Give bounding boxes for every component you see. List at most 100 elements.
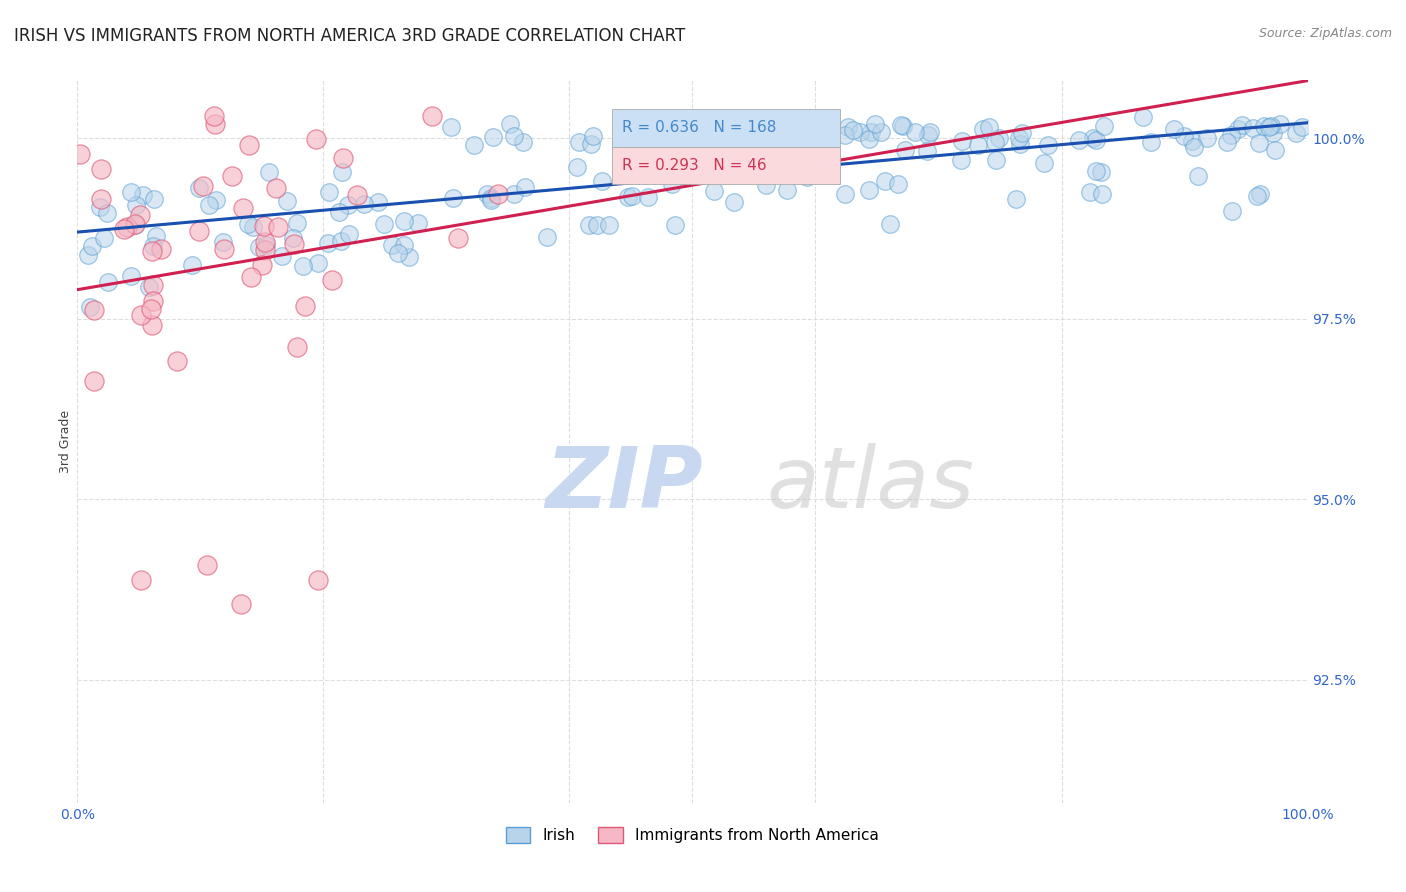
Point bbox=[83, 303, 105, 318]
Point bbox=[242, 220, 264, 235]
Point bbox=[149, 242, 172, 256]
Point bbox=[441, 191, 464, 205]
Point bbox=[915, 145, 938, 159]
Point bbox=[664, 218, 686, 232]
Point bbox=[1261, 126, 1284, 140]
Point bbox=[247, 240, 270, 254]
Point bbox=[1008, 137, 1031, 152]
Point bbox=[479, 193, 502, 207]
Point bbox=[620, 189, 643, 203]
Point bbox=[142, 277, 165, 292]
Point bbox=[1005, 192, 1028, 206]
Point bbox=[776, 183, 799, 197]
Point bbox=[949, 153, 972, 168]
Point bbox=[1011, 126, 1033, 140]
Point bbox=[197, 198, 219, 212]
Point bbox=[1083, 131, 1105, 145]
Point bbox=[305, 132, 328, 146]
Point bbox=[336, 198, 359, 212]
Point bbox=[79, 300, 101, 314]
Point bbox=[337, 227, 360, 241]
Point bbox=[1230, 118, 1253, 132]
Text: R = 0.636   N = 168: R = 0.636 N = 168 bbox=[623, 120, 776, 135]
Point bbox=[398, 250, 420, 264]
Point bbox=[90, 162, 112, 177]
Point bbox=[661, 177, 683, 191]
Point bbox=[420, 109, 443, 123]
Point bbox=[863, 117, 886, 131]
Point bbox=[330, 234, 353, 248]
Point bbox=[142, 293, 165, 308]
FancyBboxPatch shape bbox=[613, 147, 841, 185]
Point bbox=[707, 161, 730, 176]
Point bbox=[1078, 186, 1101, 200]
Point bbox=[89, 201, 111, 215]
Point bbox=[890, 118, 912, 132]
Point bbox=[690, 160, 713, 174]
Point bbox=[761, 130, 783, 145]
Point bbox=[503, 187, 526, 202]
Text: Source: ZipAtlas.com: Source: ZipAtlas.com bbox=[1258, 27, 1392, 40]
Point bbox=[870, 125, 893, 139]
Text: IRISH VS IMMIGRANTS FROM NORTH AMERICA 3RD GRADE CORRELATION CHART: IRISH VS IMMIGRANTS FROM NORTH AMERICA 3… bbox=[14, 27, 685, 45]
Point bbox=[231, 597, 253, 611]
Point bbox=[841, 123, 863, 137]
Point bbox=[205, 193, 228, 207]
Point bbox=[536, 230, 558, 244]
Point bbox=[1291, 120, 1313, 134]
Point bbox=[1187, 169, 1209, 183]
Point bbox=[281, 231, 304, 245]
Point bbox=[276, 194, 298, 209]
Point bbox=[254, 238, 277, 252]
Point bbox=[623, 122, 645, 136]
Point bbox=[1090, 165, 1112, 179]
Point bbox=[77, 248, 100, 262]
FancyBboxPatch shape bbox=[613, 109, 841, 147]
Point bbox=[637, 190, 659, 204]
Point bbox=[392, 237, 415, 252]
Point bbox=[1220, 203, 1243, 218]
Point bbox=[90, 192, 112, 206]
Point bbox=[138, 279, 160, 293]
Point bbox=[664, 132, 686, 146]
Point bbox=[967, 138, 990, 153]
Point bbox=[1036, 137, 1059, 152]
Point bbox=[115, 219, 138, 234]
Point bbox=[673, 168, 696, 182]
Point bbox=[195, 558, 218, 572]
Point bbox=[1173, 129, 1195, 144]
Point bbox=[285, 340, 308, 354]
Legend: Irish, Immigrants from North America: Irish, Immigrants from North America bbox=[501, 821, 884, 849]
Point bbox=[253, 244, 276, 258]
Point bbox=[120, 186, 142, 200]
Point bbox=[983, 135, 1005, 149]
Point bbox=[1091, 186, 1114, 201]
Point bbox=[633, 118, 655, 132]
Point bbox=[666, 141, 689, 155]
Point bbox=[191, 178, 214, 193]
Point bbox=[703, 185, 725, 199]
Point bbox=[204, 117, 226, 131]
Point bbox=[373, 217, 395, 231]
Point bbox=[1084, 132, 1107, 146]
Point bbox=[253, 235, 276, 249]
Point bbox=[166, 354, 188, 368]
Point bbox=[97, 276, 120, 290]
Point bbox=[294, 300, 316, 314]
Point bbox=[875, 174, 897, 188]
Point bbox=[723, 140, 745, 154]
Point bbox=[180, 258, 202, 272]
Point bbox=[1260, 119, 1282, 133]
Point bbox=[257, 165, 280, 179]
Point bbox=[987, 131, 1010, 145]
Point bbox=[1216, 135, 1239, 149]
Point bbox=[1007, 131, 1029, 145]
Point bbox=[1247, 136, 1270, 151]
Point bbox=[252, 258, 274, 272]
Point bbox=[769, 153, 792, 167]
Point bbox=[307, 256, 329, 270]
Point bbox=[330, 164, 353, 178]
Point bbox=[128, 208, 150, 222]
Point bbox=[513, 180, 536, 194]
Point bbox=[239, 269, 262, 284]
